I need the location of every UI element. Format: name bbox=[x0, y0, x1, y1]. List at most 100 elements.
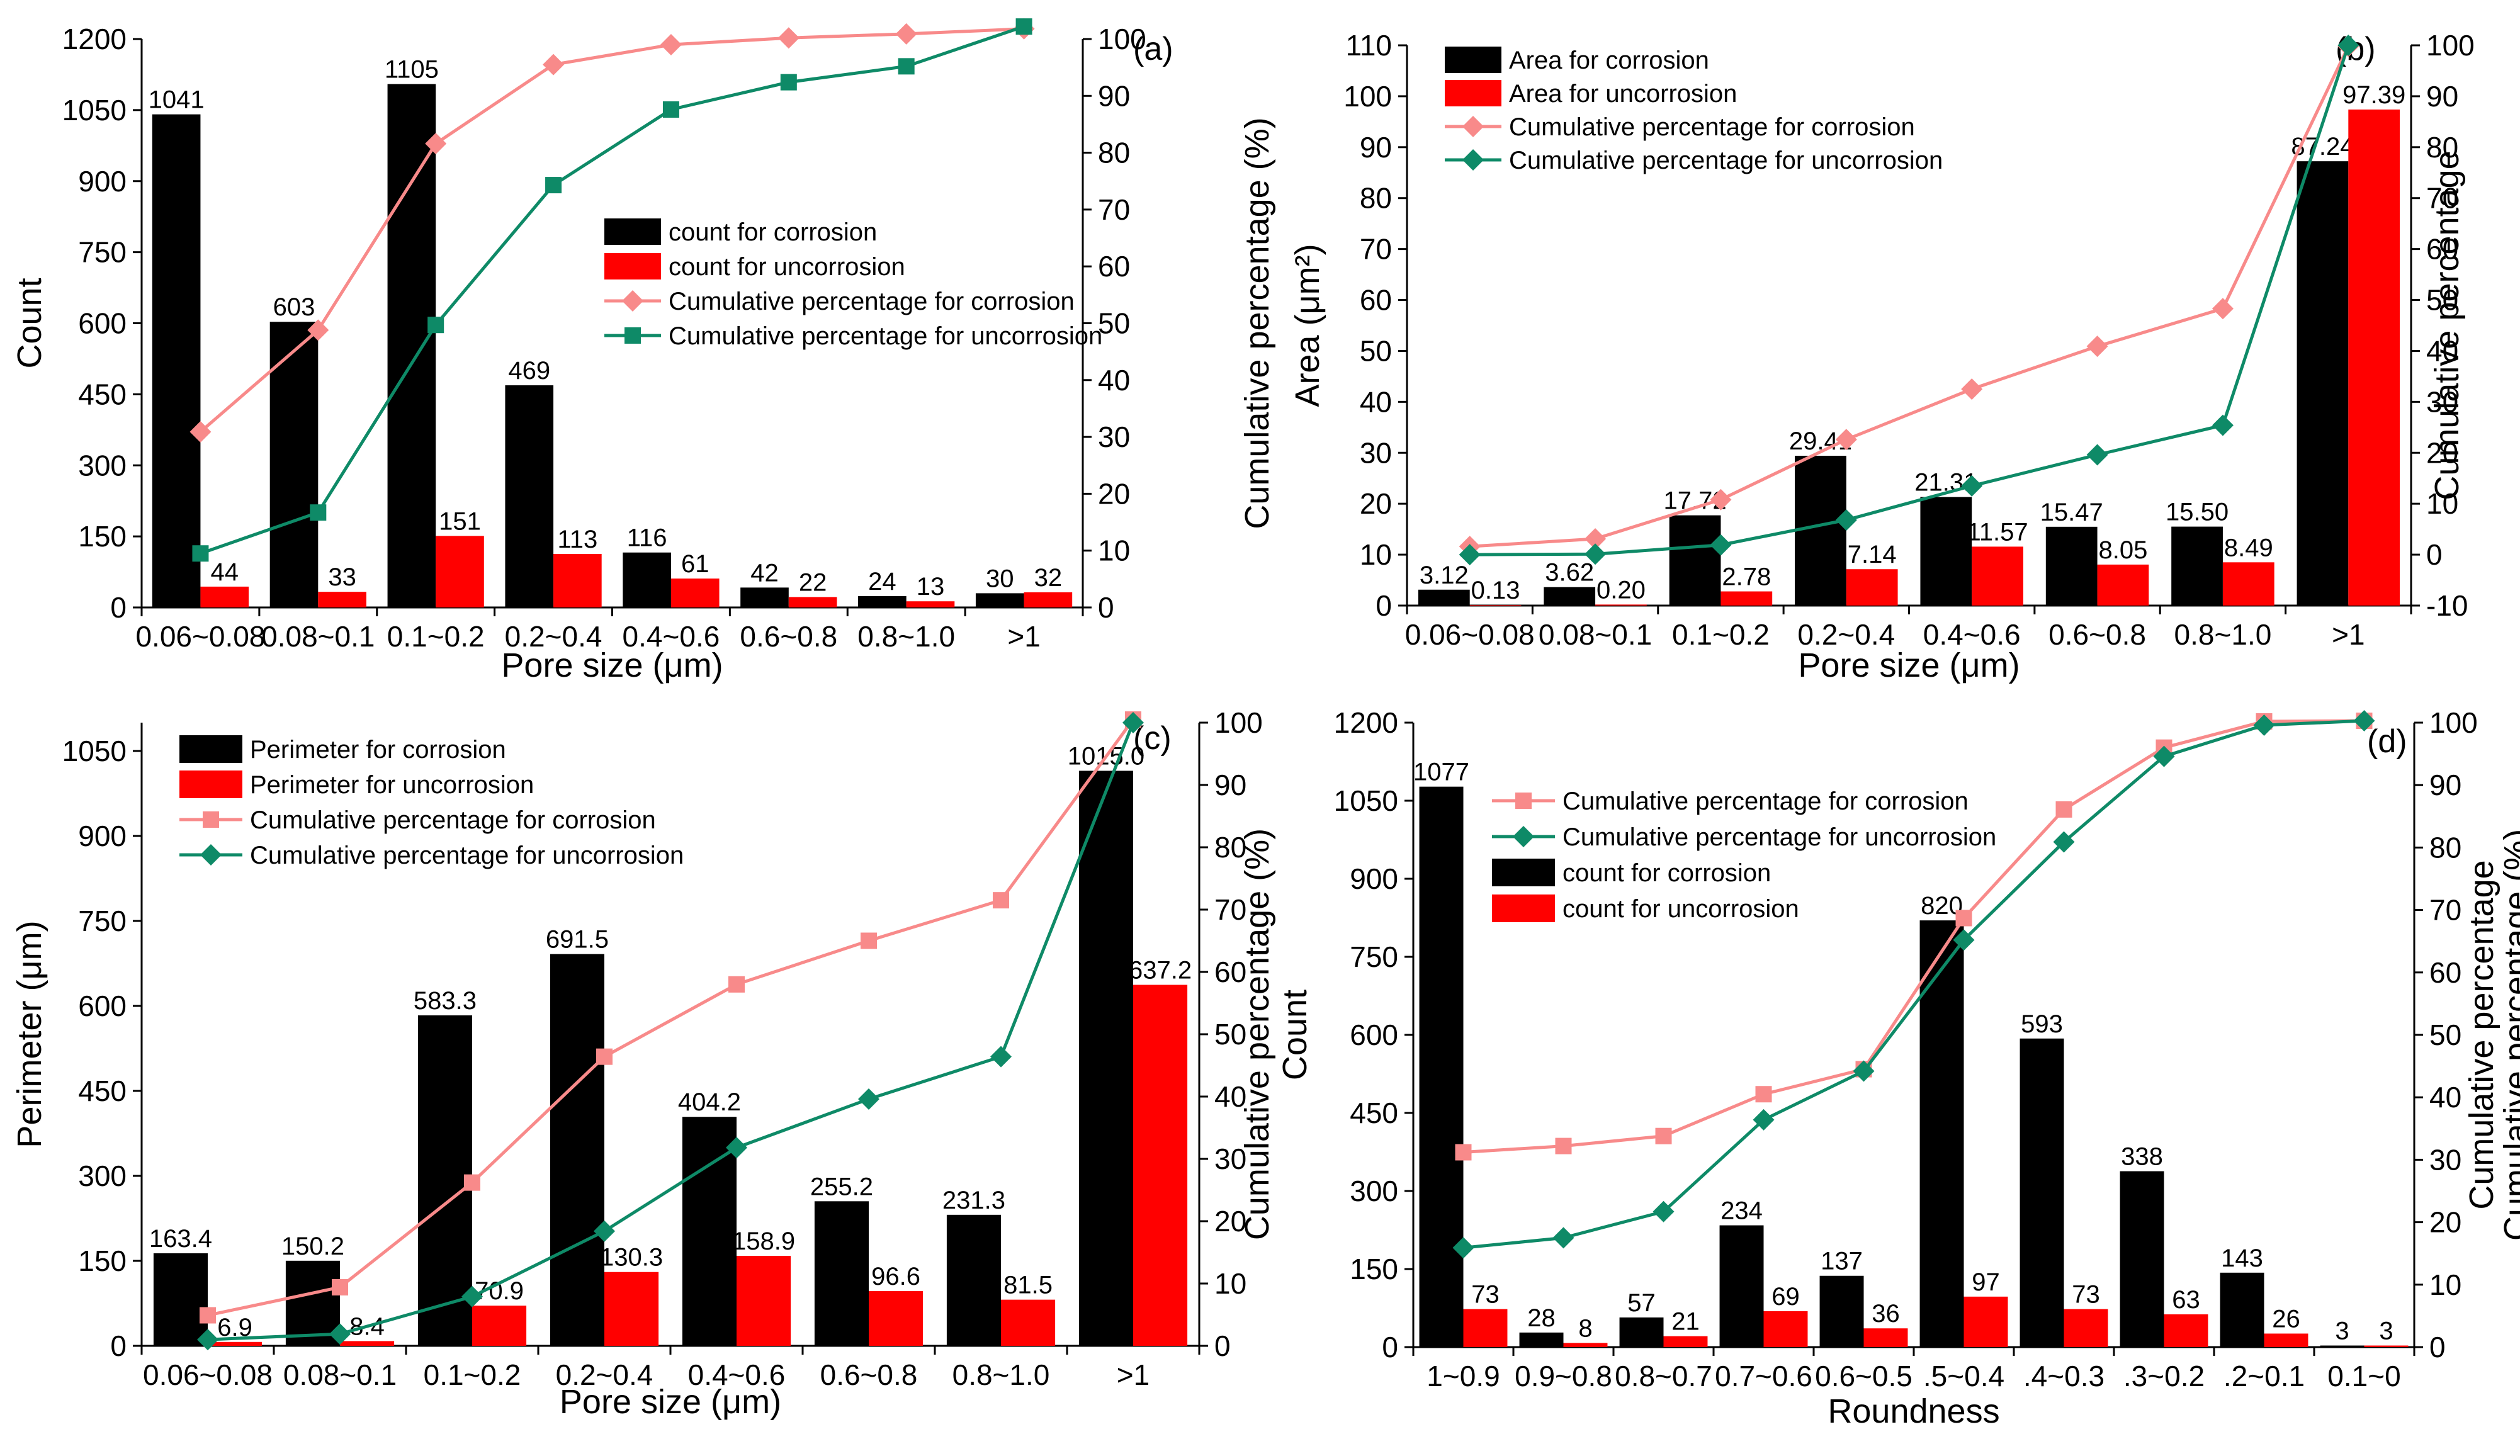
panel-b-y2-tick-label: -10 bbox=[2426, 589, 2468, 622]
panel-d-bar-uncorrosion bbox=[2264, 1333, 2308, 1347]
panel-d-x-tick-label: 0.8~0.7 bbox=[1615, 1360, 1712, 1392]
panel-b-line-point bbox=[2337, 35, 2359, 56]
panel-d-legend-marker bbox=[1515, 793, 1532, 809]
panel-b-bar-corrosion bbox=[2297, 161, 2349, 606]
panel-b-line-point bbox=[1585, 543, 1607, 565]
panel-a-x-axis-title: Pore size (μm) bbox=[501, 646, 723, 684]
panel-d-data-label: 57 bbox=[1627, 1289, 1656, 1317]
panel-d-bar-uncorrosion bbox=[2164, 1314, 2208, 1347]
panel-d-legend: Cumulative percentage for corrosion Cumul… bbox=[1492, 787, 1996, 923]
panel-a-data-label: 116 bbox=[627, 524, 667, 552]
panel-d-y2-tick-label: 40 bbox=[2429, 1081, 2461, 1114]
panel-c-data-label: 583.3 bbox=[414, 987, 477, 1015]
panel-c-bar-uncorrosion bbox=[472, 1306, 527, 1346]
panel-b-data-label: 15.50 bbox=[2166, 499, 2229, 526]
panel-a-line-uncorrosion bbox=[200, 25, 1025, 555]
panel-b-y2-tick-label: 100 bbox=[2426, 29, 2475, 62]
panel-d-bar-uncorrosion bbox=[2064, 1309, 2108, 1347]
panel-b-bar-corrosion bbox=[1544, 587, 1596, 606]
panel-d-line-point bbox=[1853, 1060, 1875, 1082]
panel-b-y2-tick-label: 0 bbox=[2426, 538, 2443, 571]
panel-b-y-tick-label: 70 bbox=[1360, 233, 1392, 266]
panel-a-data-label: 1105 bbox=[385, 55, 439, 83]
panel-d-line-point bbox=[1653, 1200, 1675, 1222]
panel-a-data-label: 44 bbox=[210, 558, 239, 586]
panel-a-legend-swatch bbox=[604, 253, 661, 279]
panel-b-y2-tick-label: 80 bbox=[2426, 131, 2458, 164]
panel-a-x-tick-label: 0.06~0.08 bbox=[135, 620, 265, 653]
panel-c-y-tick-label: 750 bbox=[78, 905, 127, 937]
panel-b-y2-tick-label: 70 bbox=[2426, 182, 2458, 215]
panel-b-data-label: 7.14 bbox=[1848, 541, 1897, 568]
panel-d-data-label: 73 bbox=[1471, 1281, 1500, 1309]
panel-a-y-tick-label: 1200 bbox=[62, 23, 127, 55]
panel-b-line-point bbox=[2212, 414, 2234, 436]
panel-b-line-point bbox=[1710, 534, 1732, 556]
panel-a-line-corrosion bbox=[199, 27, 1024, 433]
panel-a-x-tick-label: 0.2~0.4 bbox=[505, 620, 602, 653]
panel-b-y-tick-label: 110 bbox=[1346, 29, 1392, 62]
panel-b-x-axis-title: Pore size (μm) bbox=[1798, 646, 2020, 684]
panel-b-bar-uncorrosion bbox=[1595, 604, 1647, 606]
panel-b-legend-label: Cumulative percentage for corrosion bbox=[1509, 113, 1915, 141]
panel-a-line-point bbox=[310, 504, 327, 521]
panel-a-line-point bbox=[427, 317, 444, 334]
panel-b-bar-uncorrosion bbox=[2097, 564, 2149, 606]
panel-a-data-label: 42 bbox=[750, 559, 779, 587]
panel-c-data-label: 404.2 bbox=[678, 1088, 741, 1116]
panel-d-bar-corrosion bbox=[1619, 1317, 1664, 1347]
panel-c-y2-tick-label: 80 bbox=[1214, 831, 1246, 864]
panel-c-line-point bbox=[197, 1329, 218, 1351]
panel-d-y2-tick-label: 60 bbox=[2429, 956, 2461, 989]
panel-d-bar-uncorrosion bbox=[2364, 1345, 2409, 1347]
panel-a-bar-corrosion bbox=[623, 552, 671, 607]
panel-a-data-label: 22 bbox=[799, 568, 827, 596]
panel-c-data-label: 150.2 bbox=[281, 1233, 344, 1260]
panel-c-x-tick-label: 0.2~0.4 bbox=[556, 1358, 653, 1391]
panel-a-line-point bbox=[662, 101, 679, 118]
panel-d-x-tick-label: .4~0.3 bbox=[2023, 1360, 2105, 1392]
panel-a-y-tick-label: 900 bbox=[78, 165, 127, 198]
panel-b-line-point bbox=[1835, 429, 1857, 451]
panel-d-line-point bbox=[1955, 910, 1972, 927]
panel-c-y-tick-label: 0 bbox=[110, 1329, 127, 1362]
panel-a-bar-uncorrosion bbox=[1024, 592, 1073, 607]
panel-b-line-point bbox=[1585, 528, 1607, 550]
panel-d-data-label: 73 bbox=[2072, 1281, 2100, 1309]
panel-c-y-tick-label: 450 bbox=[78, 1075, 127, 1107]
panel-c-x-tick-label: 0.8~1.0 bbox=[952, 1358, 1050, 1391]
panel-c-line-point bbox=[332, 1278, 348, 1295]
panel-a-data-label: 469 bbox=[508, 357, 550, 385]
panel-c-data-label: 691.5 bbox=[546, 926, 609, 954]
panel-a-legend-label: count for uncorrosion bbox=[669, 253, 905, 281]
panel-d-y2-axis-title-extra: Cumulative percentage (%) bbox=[2497, 829, 2520, 1241]
panel-a-y-axis-title: Count bbox=[11, 278, 48, 368]
panel-c-x-tick-label: >1 bbox=[1117, 1358, 1150, 1391]
panel-a-line-point bbox=[545, 177, 562, 194]
panel-c-y2-axis-title: Cumulative percentage (%) bbox=[1238, 828, 1276, 1240]
panel-c-x-tick-label: 0.06~0.08 bbox=[143, 1358, 273, 1391]
panel-b-line-point bbox=[1961, 475, 1983, 497]
panel-b-bar-uncorrosion bbox=[1720, 591, 1773, 606]
panel-b-line-uncorrosion bbox=[1469, 45, 2350, 556]
panel-b-y2-tick-label: 60 bbox=[2426, 233, 2458, 266]
panel-d-x-tick-label: 0.1~0 bbox=[2327, 1360, 2400, 1392]
panel-b-data-label: 0.13 bbox=[1471, 577, 1520, 604]
panel-b-data-label: 2.78 bbox=[1722, 563, 1771, 591]
panel-a-bar-uncorrosion bbox=[788, 597, 837, 607]
panel-a-bar-uncorrosion bbox=[318, 592, 366, 607]
panel-a-bar-corrosion bbox=[152, 114, 201, 607]
panel-b-y-tick-label: 0 bbox=[1376, 589, 1392, 622]
panel-c-y2-tick-label: 30 bbox=[1214, 1143, 1246, 1175]
panel-a-line-point bbox=[780, 74, 797, 91]
panel-d-x-axis-title: Roundness bbox=[1828, 1392, 1999, 1430]
panel-d-line-point bbox=[2353, 710, 2375, 732]
panel-a-data-label: 603 bbox=[273, 293, 315, 321]
panel-c-legend-marker bbox=[203, 811, 219, 828]
panel-c-line-point bbox=[728, 976, 745, 993]
panel-b-y-tick-label: 20 bbox=[1360, 487, 1392, 520]
panel-b-x-tick-label: 0.8~1.0 bbox=[2174, 618, 2272, 651]
panel-b-y2-tick-label: 20 bbox=[2426, 436, 2458, 469]
panel-a-y2-tick-label: 10 bbox=[1098, 534, 1130, 567]
panel-a-data-label: 32 bbox=[1034, 564, 1063, 592]
